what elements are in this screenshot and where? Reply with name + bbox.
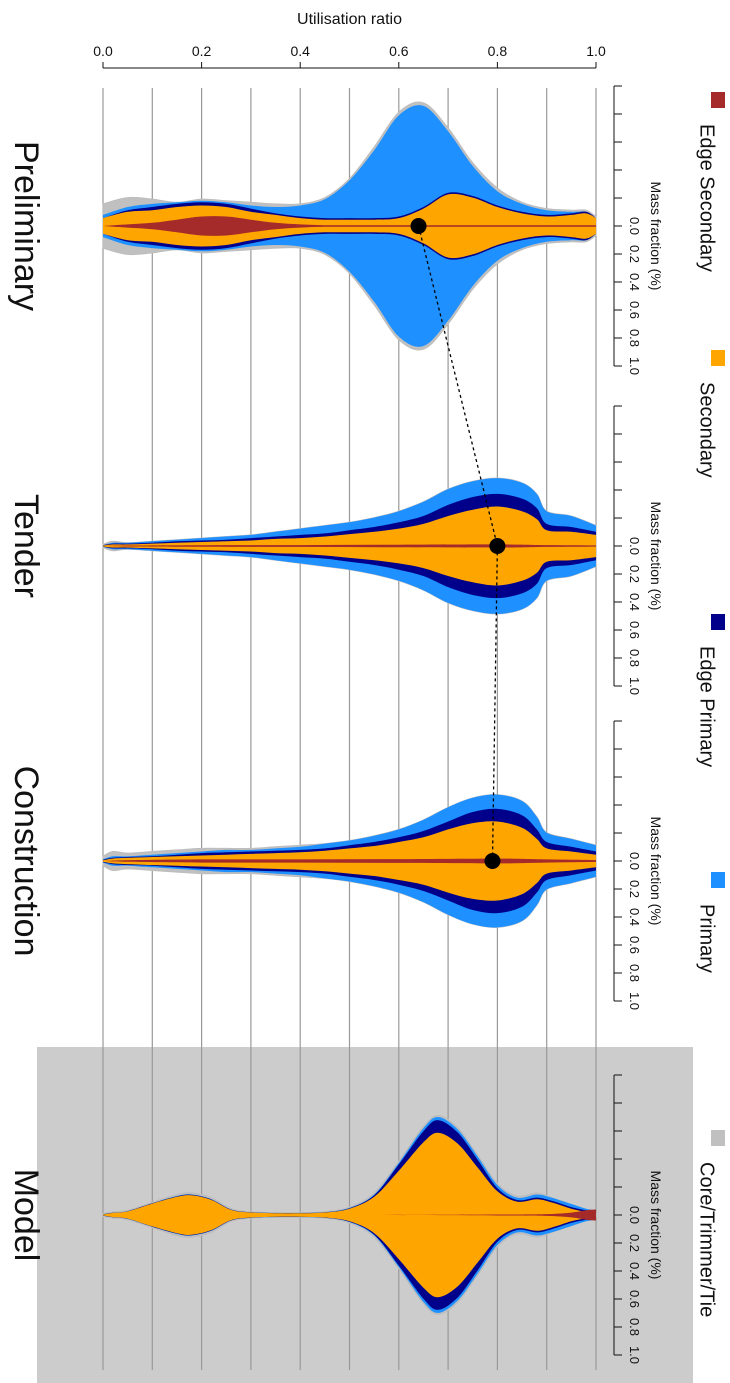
mass-axis-tick-label: 0.4 bbox=[627, 1262, 642, 1280]
stage-label-model: Model bbox=[7, 1169, 45, 1262]
axis-layer: 0.0 0.2 0.4 0.6 0.8 1.0 Utilisation ratio 0.0 0.… bbox=[93, 11, 664, 1364]
value-axis-title: Utilisation ratio bbox=[297, 11, 402, 28]
mass-axis-tick-label: 0.2 bbox=[627, 245, 642, 263]
mass-axis-tick-label: 1.0 bbox=[627, 357, 642, 375]
violin-layer-edge-secondary bbox=[103, 544, 596, 548]
value-axis-tick-label: 0.0 bbox=[93, 43, 113, 59]
stage-label-construction: Construction bbox=[7, 766, 45, 957]
legend-swatch bbox=[711, 872, 725, 888]
violin-layer-edge-secondary bbox=[103, 858, 596, 864]
violin-layer bbox=[102, 101, 597, 1316]
mass-axis-tick-label: 1.0 bbox=[627, 677, 642, 695]
label-layer: Preliminary Tender Construction Model bbox=[7, 141, 45, 1261]
mean-marker bbox=[410, 218, 427, 234]
violin-construction bbox=[102, 794, 597, 928]
legend-layer: Edge Secondary Secondary Edge Primary Prima… bbox=[696, 92, 725, 1317]
mass-axis-tick-label: 0.2 bbox=[627, 565, 642, 583]
mass-axis-title: Mass fraction (%) bbox=[648, 817, 664, 926]
legend-label: Edge Secondary bbox=[696, 124, 718, 272]
stage-label-tender: Tender bbox=[7, 494, 45, 598]
mass-axis-tick-label: 0.4 bbox=[627, 593, 642, 611]
legend-swatch bbox=[711, 92, 725, 108]
mass-axis-tick-label: 0.8 bbox=[627, 649, 642, 667]
mass-axis-tick-label: 0.0 bbox=[627, 1206, 642, 1224]
value-axis-tick-label: 0.4 bbox=[290, 43, 310, 59]
violin-layer-edge-secondary bbox=[103, 216, 596, 236]
mass-axis-tick-label: 0.6 bbox=[627, 621, 642, 639]
mass-axis-tick-label: 0.6 bbox=[627, 1290, 642, 1308]
mass-axis-tick-label: 0.0 bbox=[627, 217, 642, 235]
legend-label: Edge Primary bbox=[696, 646, 718, 767]
value-axis-tick-label: 0.6 bbox=[389, 43, 409, 59]
mass-axis-tick-label: 0.0 bbox=[627, 852, 642, 870]
value-axis-tick-label: 0.8 bbox=[488, 43, 508, 59]
legend-label: Secondary bbox=[696, 382, 718, 478]
mean-marker bbox=[484, 853, 501, 869]
mass-axis-tick-label: 1.0 bbox=[627, 992, 642, 1010]
mass-axis-tick-label: 0.2 bbox=[627, 880, 642, 898]
mass-axis-tick-label: 0.8 bbox=[627, 964, 642, 982]
mass-axis-title: Mass fraction (%) bbox=[648, 1171, 664, 1280]
violin-tender bbox=[102, 477, 597, 615]
legend-swatch bbox=[711, 614, 725, 630]
mass-axis-tick-label: 0.8 bbox=[627, 1318, 642, 1336]
mass-axis-tick-label: 0.2 bbox=[627, 1234, 642, 1252]
legend-label: Primary bbox=[696, 904, 718, 973]
mass-axis-title: Mass fraction (%) bbox=[648, 182, 664, 291]
mass-axis-tick-label: 1.0 bbox=[627, 1346, 642, 1364]
mass-axis-tick-label: 0.6 bbox=[627, 936, 642, 954]
legend-swatch bbox=[711, 1130, 725, 1146]
mean-layer bbox=[410, 218, 506, 869]
mass-axis-title: Mass fraction (%) bbox=[648, 502, 664, 611]
mass-axis-tick-label: 0.6 bbox=[627, 301, 642, 319]
legend-label: Core/Trimmer/Tie bbox=[696, 1162, 718, 1317]
mass-axis-tick-label: 0.4 bbox=[627, 908, 642, 926]
mass-axis-tick-label: 0.0 bbox=[627, 537, 642, 555]
mean-connector bbox=[417, 225, 499, 862]
mean-marker bbox=[489, 538, 506, 554]
value-axis-tick-label: 1.0 bbox=[586, 43, 606, 59]
violin-preliminary bbox=[102, 101, 597, 351]
violin-model bbox=[102, 1114, 597, 1316]
value-axis-tick-label: 0.2 bbox=[192, 43, 212, 59]
mass-axis-tick-label: 0.8 bbox=[627, 329, 642, 347]
violin-layer-edge-secondary bbox=[103, 1209, 596, 1221]
stage-label-preliminary: Preliminary bbox=[7, 141, 45, 311]
legend-swatch bbox=[711, 350, 725, 366]
mass-axis-tick-label: 0.4 bbox=[627, 273, 642, 291]
